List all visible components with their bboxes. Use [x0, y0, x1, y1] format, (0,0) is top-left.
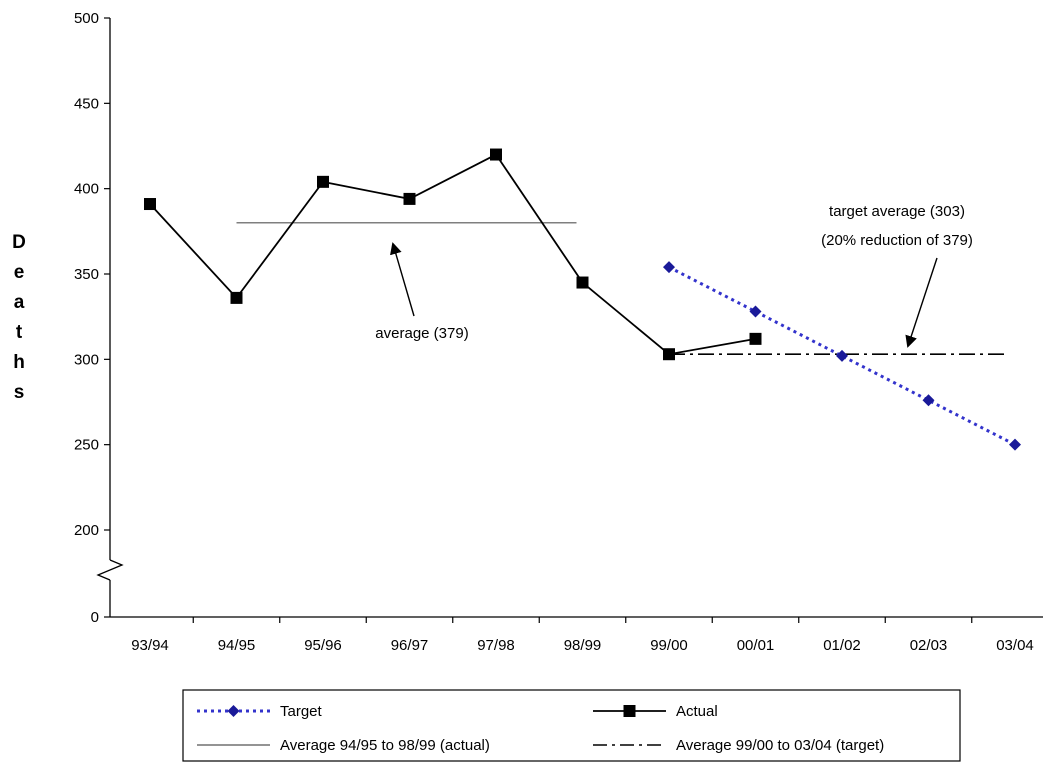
legend-entry-label: Target: [280, 703, 323, 720]
actual-point: [490, 148, 502, 161]
y-tick-label: 500: [74, 10, 99, 27]
actual-point: [749, 332, 762, 345]
series-markers: [144, 148, 1021, 451]
actual-point: [230, 291, 243, 304]
actual-point: [144, 198, 156, 211]
annotation-average: average (379): [375, 325, 468, 342]
series-lines: [149, 153, 1016, 447]
y-tick-label: 450: [74, 95, 99, 112]
y-tick-label: 200: [74, 522, 99, 539]
target-point: [1009, 438, 1021, 451]
y-label-letter: h: [13, 352, 25, 373]
legend-swatch-marker: [227, 705, 240, 717]
legend-entry-label: Average 94/95 to 98/99 (actual): [280, 737, 490, 754]
y-tick-label: 350: [74, 266, 99, 283]
axes: 0 200 250 300 350 400 450 500 93/94 94/95 95/96 96/…: [74, 10, 1043, 654]
x-tick-label: 00/01: [737, 637, 775, 654]
x-tick-label: 94/95: [218, 637, 256, 654]
annotation-target-average: target average (303): [829, 203, 965, 220]
actual-point: [317, 175, 329, 188]
y-tick-label: 300: [74, 351, 99, 368]
y-label-letter: e: [14, 262, 25, 283]
legend: Target Actual Average 94/95 to 98/99 (actu…: [182, 689, 961, 762]
x-tick-label: 01/02: [823, 637, 861, 654]
x-tick-label: 99/00: [650, 637, 688, 654]
legend-swatch-marker: [623, 705, 636, 717]
target-point: [663, 261, 675, 274]
y-tick-label: 0: [91, 609, 99, 626]
y-tick-label: 400: [74, 181, 99, 198]
legend-box: [182, 689, 961, 762]
annotation-target-arrow: [905, 257, 938, 348]
target-point: [836, 349, 848, 362]
actual-point: [663, 348, 675, 361]
annotation-average-arrow: [390, 242, 415, 317]
y-label-letter: D: [12, 232, 26, 253]
y-label-letter: a: [14, 292, 25, 313]
x-tick-label: 02/03: [910, 637, 948, 654]
annotations: average (379) target average (303) (20% re…: [375, 203, 973, 348]
target-series-line: [668, 265, 1016, 447]
y-label-letter: s: [14, 382, 25, 403]
x-tick-label: 95/96: [304, 637, 342, 654]
x-tick-label: 97/98: [477, 637, 515, 654]
y-label-letter: t: [16, 322, 23, 343]
actual-point: [403, 192, 416, 205]
x-tick-label: 93/94: [131, 637, 169, 654]
x-tick-label: 96/97: [391, 637, 429, 654]
legend-entry-label: Actual: [676, 703, 718, 720]
x-tick-label: 03/04: [996, 637, 1034, 654]
actual-point: [576, 276, 589, 289]
x-tick-label: 98/99: [564, 637, 602, 654]
annotation-target-average: (20% reduction of 379): [821, 232, 973, 249]
target-point: [749, 305, 762, 318]
legend-entry-label: Average 99/00 to 03/04 (target): [676, 737, 884, 754]
y-tick-label: 250: [74, 437, 99, 454]
y-axis-break: [96, 559, 124, 581]
actual-series-line: [149, 153, 756, 356]
target-point: [922, 394, 935, 407]
